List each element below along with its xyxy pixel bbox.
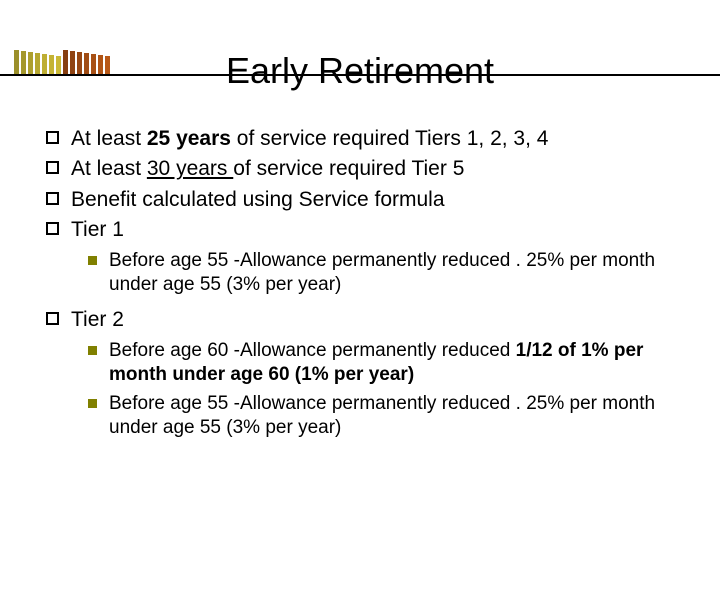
- bullet-list: At least 25 years of service required Ti…: [0, 126, 720, 440]
- bullet-item: At least 25 years of service required Ti…: [46, 126, 680, 152]
- bullet-item: Tier 2: [46, 307, 680, 333]
- bullet-item: Benefit calculated using Service formula: [46, 187, 680, 213]
- filled-square-icon: [88, 346, 97, 355]
- sub-bullet-list: Before age 55 -Allowance permanently red…: [46, 249, 680, 297]
- bullet-text: At least 30 years of service required Ti…: [71, 156, 464, 182]
- sub-bullet-text: Before age 55 -Allowance permanently red…: [109, 392, 680, 440]
- sub-bullet-item: Before age 55 -Allowance permanently red…: [88, 392, 680, 440]
- sub-bullet-text: Before age 60 -Allowance permanently red…: [109, 339, 680, 387]
- hollow-square-icon: [46, 131, 59, 144]
- bullet-text: At least 25 years of service required Ti…: [71, 126, 548, 152]
- sub-bullet-item: Before age 55 -Allowance permanently red…: [88, 249, 680, 297]
- bullet-item: At least 30 years of service required Ti…: [46, 156, 680, 182]
- sub-bullet-text: Before age 55 -Allowance permanently red…: [109, 249, 680, 297]
- hollow-square-icon: [46, 222, 59, 235]
- sub-bullet-item: Before age 60 -Allowance permanently red…: [88, 339, 680, 387]
- decorative-bars: [0, 50, 110, 74]
- bullet-item: Tier 1: [46, 217, 680, 243]
- filled-square-icon: [88, 256, 97, 265]
- bullet-text: Tier 1: [71, 217, 124, 243]
- hollow-square-icon: [46, 312, 59, 325]
- bullet-text: Tier 2: [71, 307, 124, 333]
- bullet-text: Benefit calculated using Service formula: [71, 187, 445, 213]
- sub-bullet-list: Before age 60 -Allowance permanently red…: [46, 339, 680, 440]
- hollow-square-icon: [46, 161, 59, 174]
- decorative-top-strip: [0, 50, 720, 74]
- hollow-square-icon: [46, 192, 59, 205]
- filled-square-icon: [88, 399, 97, 408]
- horizontal-rule: [0, 74, 720, 76]
